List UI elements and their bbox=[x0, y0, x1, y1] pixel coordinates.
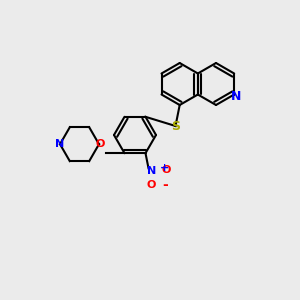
Text: O: O bbox=[96, 139, 105, 149]
Text: N: N bbox=[56, 139, 64, 149]
Text: -: - bbox=[162, 178, 168, 192]
Text: N: N bbox=[147, 166, 156, 176]
Text: +: + bbox=[160, 163, 169, 173]
Text: O: O bbox=[147, 180, 156, 190]
Text: O: O bbox=[162, 165, 171, 175]
Text: S: S bbox=[171, 119, 180, 133]
Text: N: N bbox=[230, 89, 241, 103]
